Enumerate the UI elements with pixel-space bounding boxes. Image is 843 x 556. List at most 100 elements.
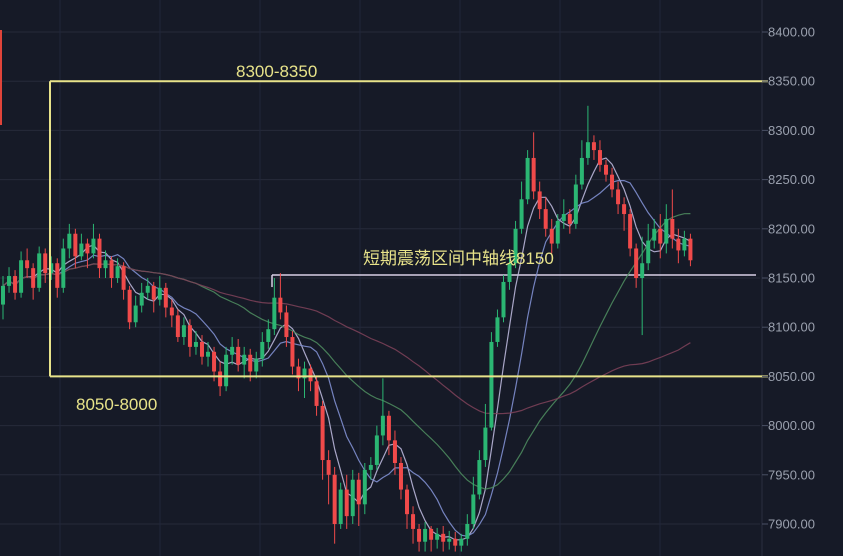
candle-body <box>145 285 150 293</box>
candle-body <box>604 164 608 175</box>
candle-body <box>97 238 102 269</box>
candle-body <box>676 238 681 251</box>
candle-body <box>549 228 554 244</box>
candle-body <box>368 464 373 470</box>
candle-body <box>489 341 494 428</box>
candle-body <box>73 233 78 257</box>
candle-body <box>447 538 452 542</box>
candle-body <box>664 218 669 244</box>
lower-range-label: 8050-8000 <box>76 395 157 414</box>
candle-body <box>1 285 5 305</box>
candle-body <box>175 315 180 338</box>
candle-body <box>115 266 120 278</box>
candle-body <box>495 317 500 342</box>
candle-body <box>49 263 54 274</box>
y-tick-label: 8200.00 <box>768 221 815 236</box>
candle-body <box>151 285 156 300</box>
candle-body <box>386 415 391 441</box>
candle-body <box>688 238 693 261</box>
candle-body <box>459 538 464 546</box>
candle-body <box>61 248 66 288</box>
candle-body <box>25 260 30 269</box>
range-box <box>49 80 768 378</box>
candle-body <box>670 218 675 239</box>
y-tick-label: 8300.00 <box>768 123 815 138</box>
candle-body <box>513 228 518 264</box>
upper-range-label: 8300-8350 <box>236 62 317 81</box>
candle-body <box>284 312 289 338</box>
candle-body <box>392 440 397 463</box>
y-tick-label: 8250.00 <box>768 172 815 187</box>
candle-body <box>429 528 434 540</box>
candle-body <box>37 253 42 288</box>
candle-body <box>374 435 379 465</box>
candle-body <box>109 260 114 278</box>
candle-body <box>610 174 615 190</box>
candle-body <box>338 489 343 524</box>
candle-body <box>55 263 60 288</box>
y-tick-label: 8000.00 <box>768 418 815 433</box>
candle-body <box>308 368 313 382</box>
candle-body <box>525 157 530 200</box>
candle-body <box>543 209 548 229</box>
candle-body <box>278 297 283 313</box>
candle-body <box>640 263 645 278</box>
candle-body <box>254 358 259 372</box>
candle-body <box>266 329 271 342</box>
candle-body <box>411 514 416 529</box>
candle-body <box>646 240 651 264</box>
candle-body <box>658 228 663 244</box>
candle-body <box>133 305 138 323</box>
candle-body <box>7 276 12 286</box>
candle-body <box>260 341 265 359</box>
candle-body <box>163 287 168 308</box>
candle-body <box>218 371 223 387</box>
candle-body <box>187 325 192 347</box>
candle-body <box>477 460 482 495</box>
y-tick-label: 8150.00 <box>768 271 815 286</box>
candle-body <box>206 351 211 357</box>
candle-body <box>127 289 132 323</box>
candle-body <box>199 341 204 357</box>
y-tick-label: 7950.00 <box>768 467 815 482</box>
candle-body <box>362 469 367 505</box>
y-tick-label: 7900.00 <box>768 517 815 532</box>
candle-body <box>356 479 361 505</box>
candle-body <box>85 243 90 254</box>
candle-body <box>453 538 458 546</box>
candle-body <box>326 460 331 475</box>
candle-body <box>405 489 410 515</box>
candle-body <box>212 351 217 372</box>
y-axis: 8400.00 8350.00 8300.00 8250.00 8200.00 8150.… <box>762 25 815 532</box>
candle-body <box>465 524 470 539</box>
candle-body <box>344 489 349 517</box>
candle-body <box>19 260 24 293</box>
candles <box>1 105 693 552</box>
candle-body <box>585 142 590 158</box>
candle-body <box>320 405 325 461</box>
candle-body <box>79 243 84 257</box>
candle-body <box>555 220 560 244</box>
candle-body <box>103 260 108 269</box>
candle-body <box>224 354 229 387</box>
candle-body <box>417 528 422 542</box>
y-tick-label: 8400.00 <box>768 25 815 40</box>
candle-body <box>380 415 385 436</box>
candle-body <box>332 474 337 524</box>
candle-body <box>561 214 566 221</box>
candle-body <box>350 479 355 517</box>
candle-body <box>579 157 584 185</box>
candle-body <box>573 184 578 224</box>
y-tick-label: 8100.00 <box>768 320 815 335</box>
candle-body <box>31 268 36 288</box>
midline-layer <box>271 274 756 288</box>
candle-body <box>441 533 446 542</box>
candle-body <box>398 462 403 490</box>
candle-body <box>591 142 596 151</box>
candle-body <box>634 248 639 278</box>
candle-body <box>537 191 542 210</box>
candle-body <box>139 292 144 306</box>
candle-body <box>169 307 174 316</box>
candle-body <box>652 228 657 241</box>
